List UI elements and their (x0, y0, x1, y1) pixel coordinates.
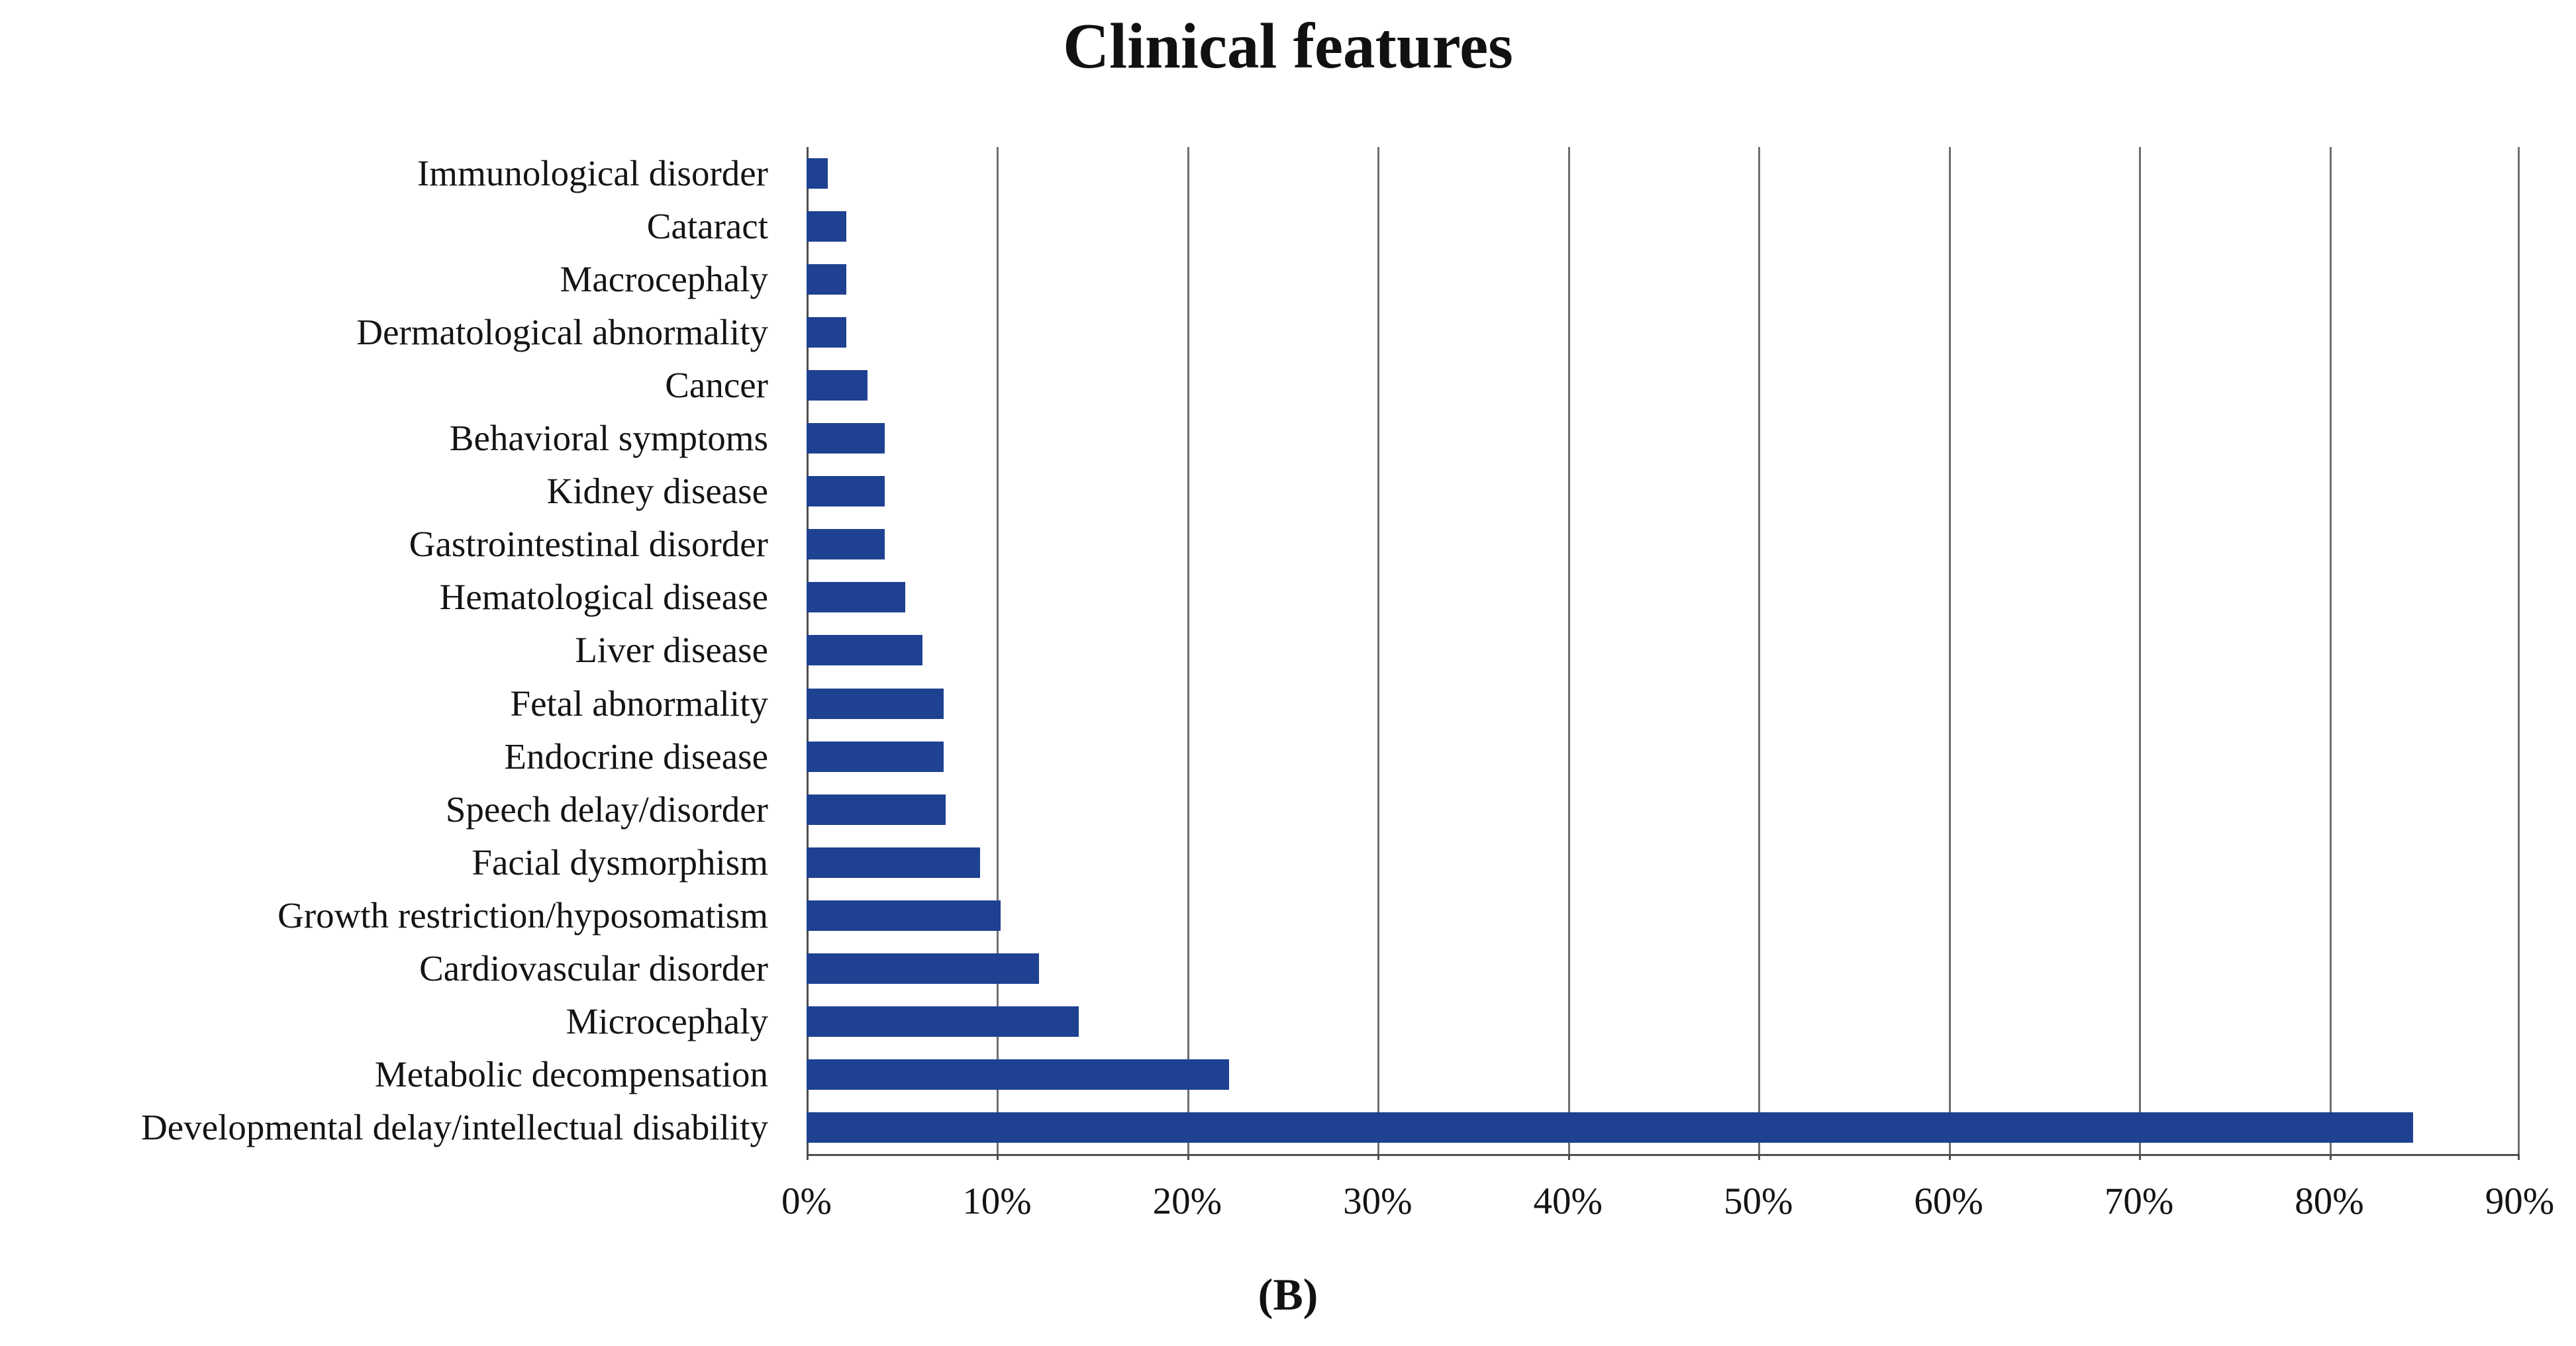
bar (807, 741, 944, 772)
gridline (1187, 147, 1189, 1154)
gridline (1758, 147, 1761, 1154)
x-tick-mark (1567, 1154, 1570, 1160)
bar-row (807, 1101, 2520, 1154)
x-tick-mark (1377, 1154, 1380, 1160)
gridline (1377, 147, 1380, 1154)
category-label: Cataract (646, 206, 768, 247)
category-label: Metabolic decompensation (374, 1053, 768, 1094)
gridline (1567, 147, 1570, 1154)
category-label: Behavioral symptoms (449, 418, 768, 459)
gridline (997, 147, 999, 1154)
bar (807, 370, 867, 401)
category-label: Macrocephaly (560, 259, 768, 300)
bar (807, 317, 847, 348)
bar-row (807, 942, 2520, 995)
bar (807, 529, 885, 560)
bar-row (807, 624, 2520, 677)
bar (807, 211, 847, 242)
category-label: Growth restriction/hyposomatism (277, 894, 768, 936)
category-label: Cardiovascular disorder (419, 947, 768, 988)
category-label: Fetal abnormality (510, 683, 769, 724)
bar (807, 847, 980, 878)
bar (807, 423, 885, 454)
x-tick-mark (1758, 1154, 1761, 1160)
gridline (1948, 147, 1951, 1154)
bar (807, 635, 923, 666)
bar (807, 158, 828, 189)
bar-row (807, 995, 2520, 1048)
bar-row (807, 465, 2520, 518)
bar (807, 688, 944, 719)
x-tick-label: 80% (2295, 1180, 2364, 1222)
x-axis-tick-labels: 0% 10% 20% 30% 40% 50% 60% 70% 80% 90% (781, 1180, 2554, 1246)
bar (807, 953, 1039, 984)
category-label: Developmental delay/intellectual disabil… (141, 1106, 768, 1147)
x-tick-mark (997, 1154, 999, 1160)
bar-row (807, 306, 2520, 359)
category-label: Dermatological abnormality (356, 312, 768, 353)
x-tick-label: 40% (1533, 1180, 1603, 1222)
category-label: Facial dysmorphism (471, 841, 768, 883)
bar-row (807, 359, 2520, 412)
bar-row (807, 147, 2520, 200)
x-tick-label: 10% (962, 1180, 1032, 1222)
bar-row (807, 836, 2520, 889)
category-label: Hematological disease (439, 577, 768, 618)
bar-row (807, 1048, 2520, 1101)
x-tick-label: 50% (1723, 1180, 1793, 1222)
bar (807, 1006, 1079, 1037)
gridline (2329, 147, 2332, 1154)
category-label: Gastrointestinal disorder (409, 524, 768, 565)
x-tick-label: 60% (1914, 1180, 1983, 1222)
category-label: Cancer (665, 365, 768, 406)
bar (807, 476, 885, 507)
x-axis-line (807, 1154, 2520, 1156)
x-tick-mark (807, 1154, 809, 1160)
category-label: Microcephaly (566, 1000, 768, 1041)
bar (807, 264, 847, 295)
category-label: Immunological disorder (417, 153, 768, 193)
bar (807, 1059, 1230, 1090)
x-tick-label: 30% (1343, 1180, 1412, 1222)
x-tick-mark (2139, 1154, 2142, 1160)
category-label: Liver disease (575, 630, 768, 671)
bar (807, 582, 906, 613)
category-label: Speech delay/disorder (445, 789, 768, 830)
x-tick-mark (1948, 1154, 1951, 1160)
gridline (2518, 147, 2520, 1154)
chart-title: Clinical features (1063, 11, 1513, 81)
category-label: Kidney disease (546, 471, 769, 512)
x-tick-label: 0% (781, 1180, 832, 1222)
x-tick-mark (2518, 1154, 2520, 1160)
bar-row (807, 730, 2520, 783)
x-tick-label: 70% (2104, 1180, 2174, 1222)
bar-row (807, 571, 2520, 624)
plot-area (807, 147, 2520, 1160)
bar-row (807, 518, 2520, 571)
panel-label: (B) (1258, 1269, 1318, 1320)
bar-row (807, 200, 2520, 253)
x-tick-mark (1187, 1154, 1189, 1160)
x-tick-mark (2329, 1154, 2332, 1160)
bar-row (807, 677, 2520, 730)
bar (807, 900, 1001, 931)
bar-row (807, 253, 2520, 306)
gridline (2139, 147, 2142, 1154)
bar-row (807, 412, 2520, 465)
bar (807, 1112, 2414, 1143)
bar (807, 794, 946, 825)
x-tick-label: 90% (2485, 1180, 2555, 1222)
bar-row (807, 783, 2520, 836)
x-tick-label: 20% (1152, 1180, 1222, 1222)
category-axis: Immunological disorder Cataract Macrocepha… (0, 147, 787, 1154)
category-label: Endocrine disease (504, 736, 768, 777)
bar-row (807, 889, 2520, 942)
